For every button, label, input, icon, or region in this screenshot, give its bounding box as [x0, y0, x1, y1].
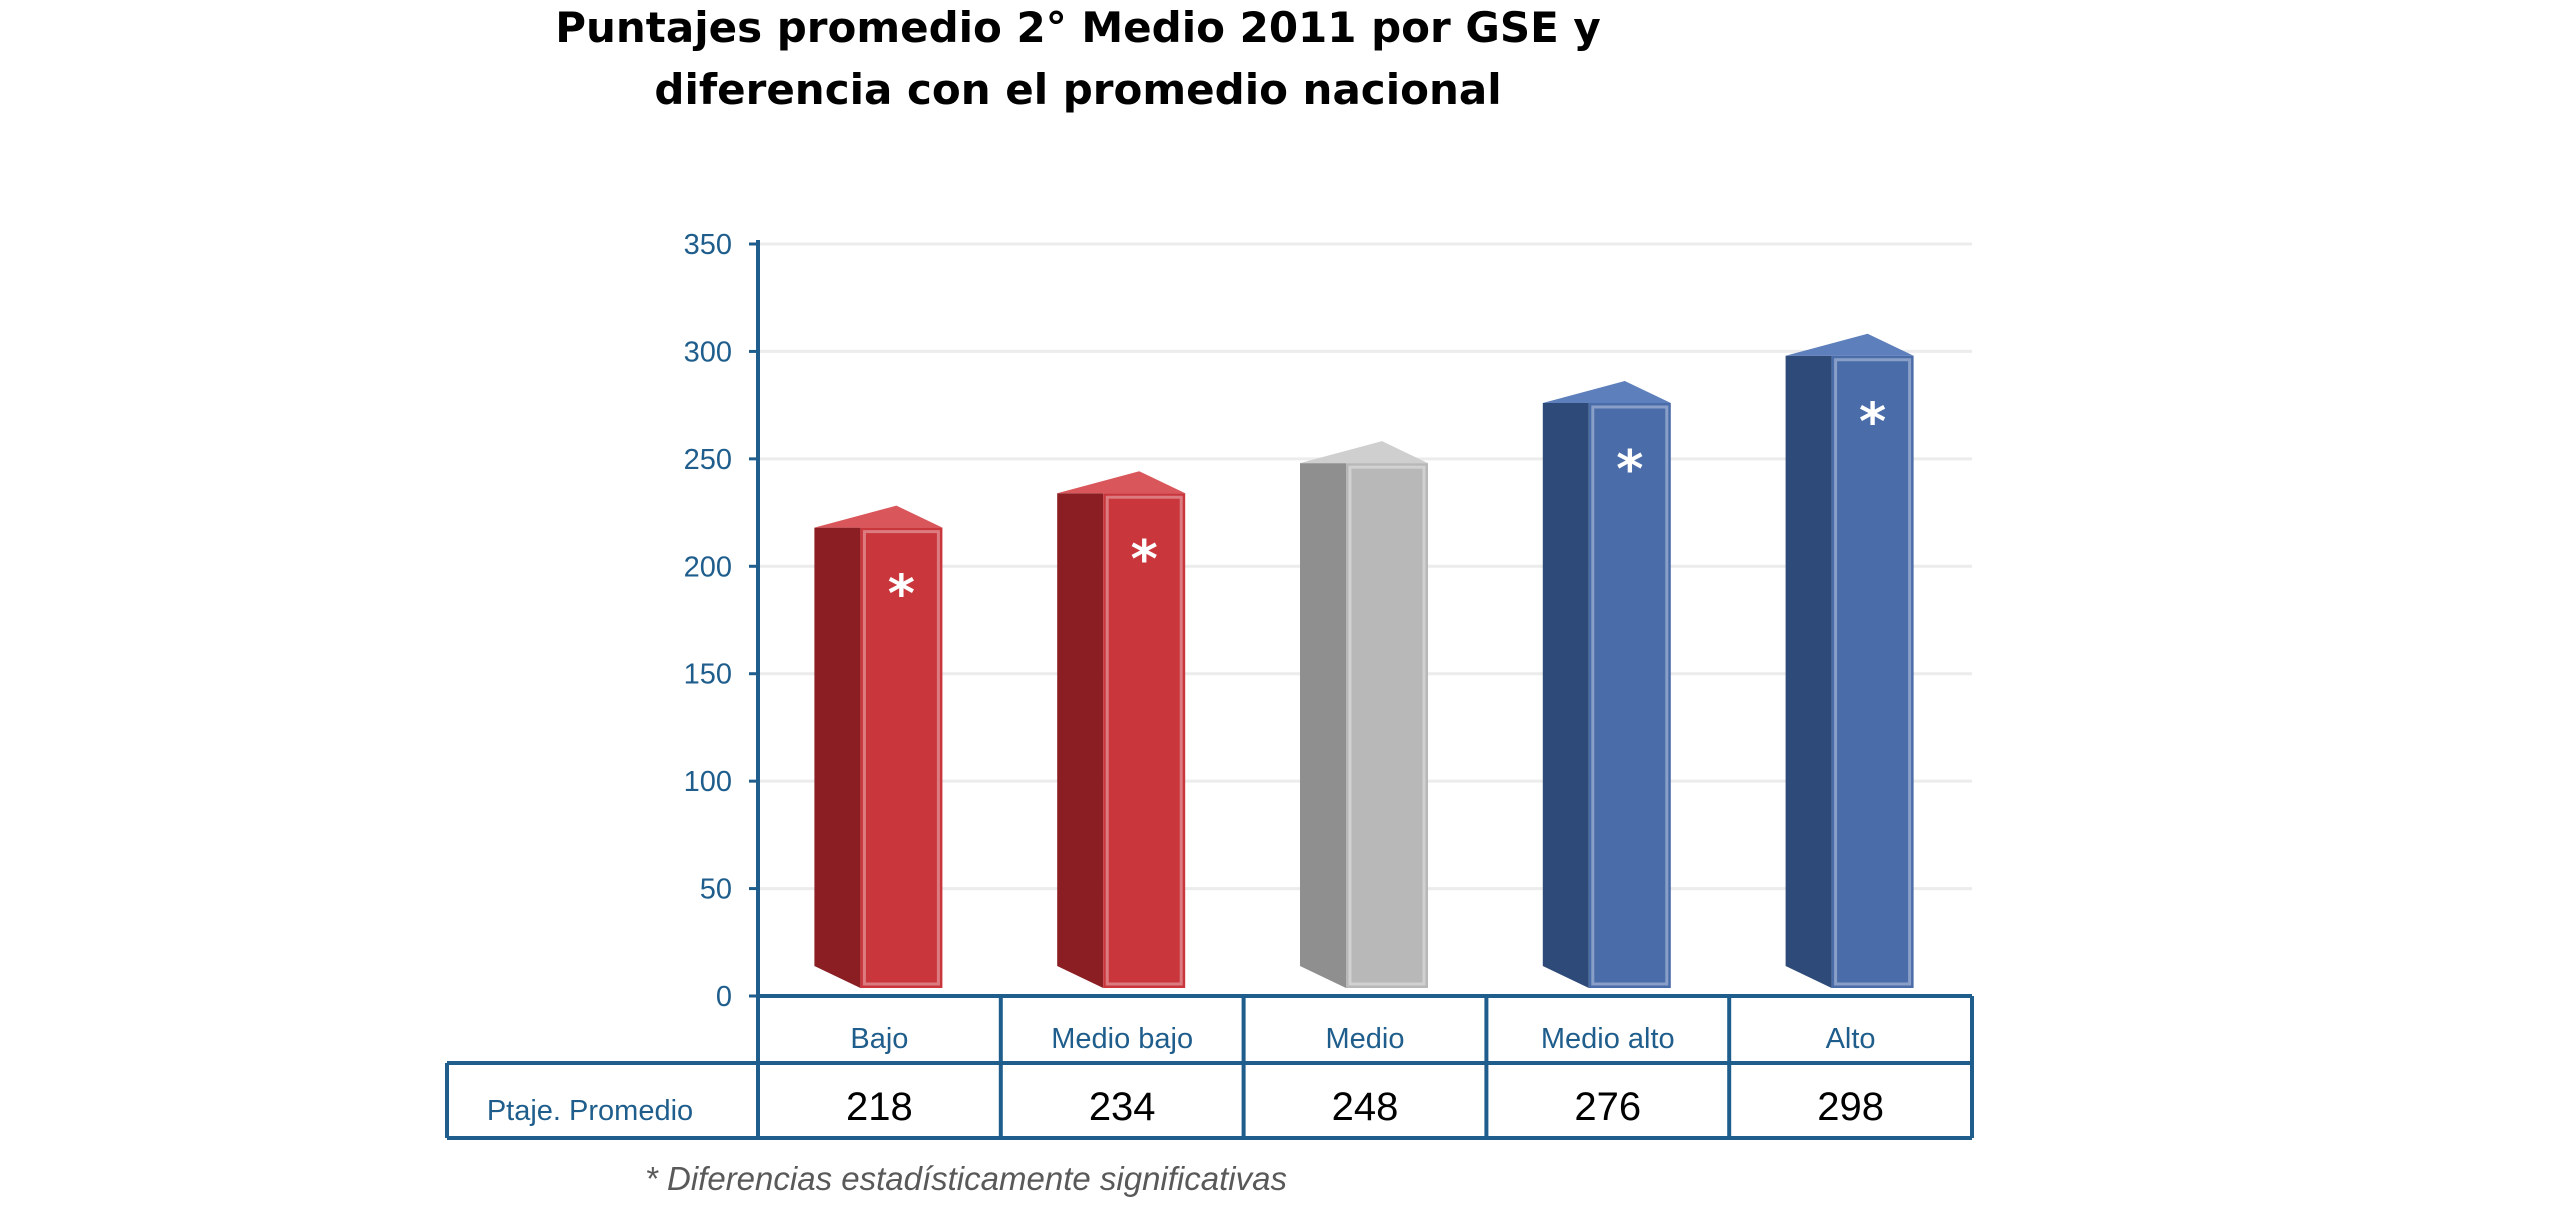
significance-mark-3: *: [1616, 440, 1643, 500]
bar-side-1: [1057, 493, 1104, 988]
chart-title-line-2: diferencia con el promedio nacional: [654, 65, 1501, 114]
bar-side-3: [1542, 402, 1589, 989]
bar-side-2: [1300, 463, 1346, 988]
table-value-0: 218: [846, 1085, 913, 1129]
bar-4: *: [1785, 333, 1914, 988]
bar-top-0: [814, 505, 943, 528]
bar-0: *: [814, 505, 943, 988]
significance-mark-4: *: [1859, 393, 1886, 453]
y-tick-label-1: 50: [700, 874, 732, 906]
y-tick-label-2: 100: [684, 766, 732, 798]
y-tick-label-7: 350: [684, 229, 732, 261]
y-tick-label-0: 0: [716, 981, 732, 1013]
bar-side-4: [1785, 355, 1832, 988]
category-label-0: Bajo: [850, 1023, 908, 1055]
table-row-label: Ptaje. Promedio: [487, 1095, 693, 1127]
bars: * * * *: [814, 333, 1914, 989]
bar-front-3: [1588, 402, 1671, 989]
bar-front-4: [1831, 355, 1914, 988]
bar-front-0: [860, 527, 943, 988]
bar-highlight-3: [1591, 405, 1669, 986]
bar-highlight-4: [1834, 358, 1912, 986]
significance-mark-1: *: [1131, 530, 1158, 590]
table-value-1: 234: [1089, 1085, 1156, 1129]
bar-top-3: [1542, 380, 1671, 403]
chart-title-line-1: Puntajes promedio 2° Medio 2011 por GSE …: [555, 3, 1601, 52]
table-value-2: 248: [1332, 1085, 1399, 1129]
bar-front-1: [1103, 493, 1186, 988]
y-tick-label-3: 150: [684, 659, 732, 691]
y-tick-label-5: 250: [684, 444, 732, 476]
bar-2: [1300, 441, 1428, 988]
bar-top-2: [1300, 441, 1428, 464]
bar-top-4: [1785, 333, 1914, 356]
category-label-2: Medio: [1326, 1023, 1405, 1055]
table-value-4: 298: [1817, 1085, 1884, 1129]
y-axis: 0 50 100 150 200 250 300 350: [684, 229, 760, 1013]
bar-side-0: [814, 527, 861, 988]
data-table: Bajo 218 Medio bajo 234 Medio 248 Medio alto 27…: [445, 994, 1974, 1140]
table-value-3: 276: [1574, 1085, 1641, 1129]
bar-highlight-1: [1105, 495, 1183, 986]
footnote: * Diferencias estadísticamente significa…: [645, 1160, 1287, 1197]
bar-top-1: [1057, 471, 1186, 494]
bar-highlight-0: [862, 530, 940, 986]
bar-highlight-2: [1348, 465, 1426, 986]
category-label-1: Medio bajo: [1051, 1023, 1193, 1055]
category-label-3: Medio alto: [1541, 1023, 1675, 1055]
significance-mark-0: *: [888, 565, 915, 625]
category-label-4: Alto: [1826, 1023, 1876, 1055]
y-tick-label-6: 300: [684, 336, 732, 368]
bar-1: *: [1057, 471, 1186, 988]
bar-3: *: [1542, 380, 1671, 989]
y-tick-label-4: 200: [684, 551, 732, 583]
bar-front-2: [1346, 463, 1428, 988]
